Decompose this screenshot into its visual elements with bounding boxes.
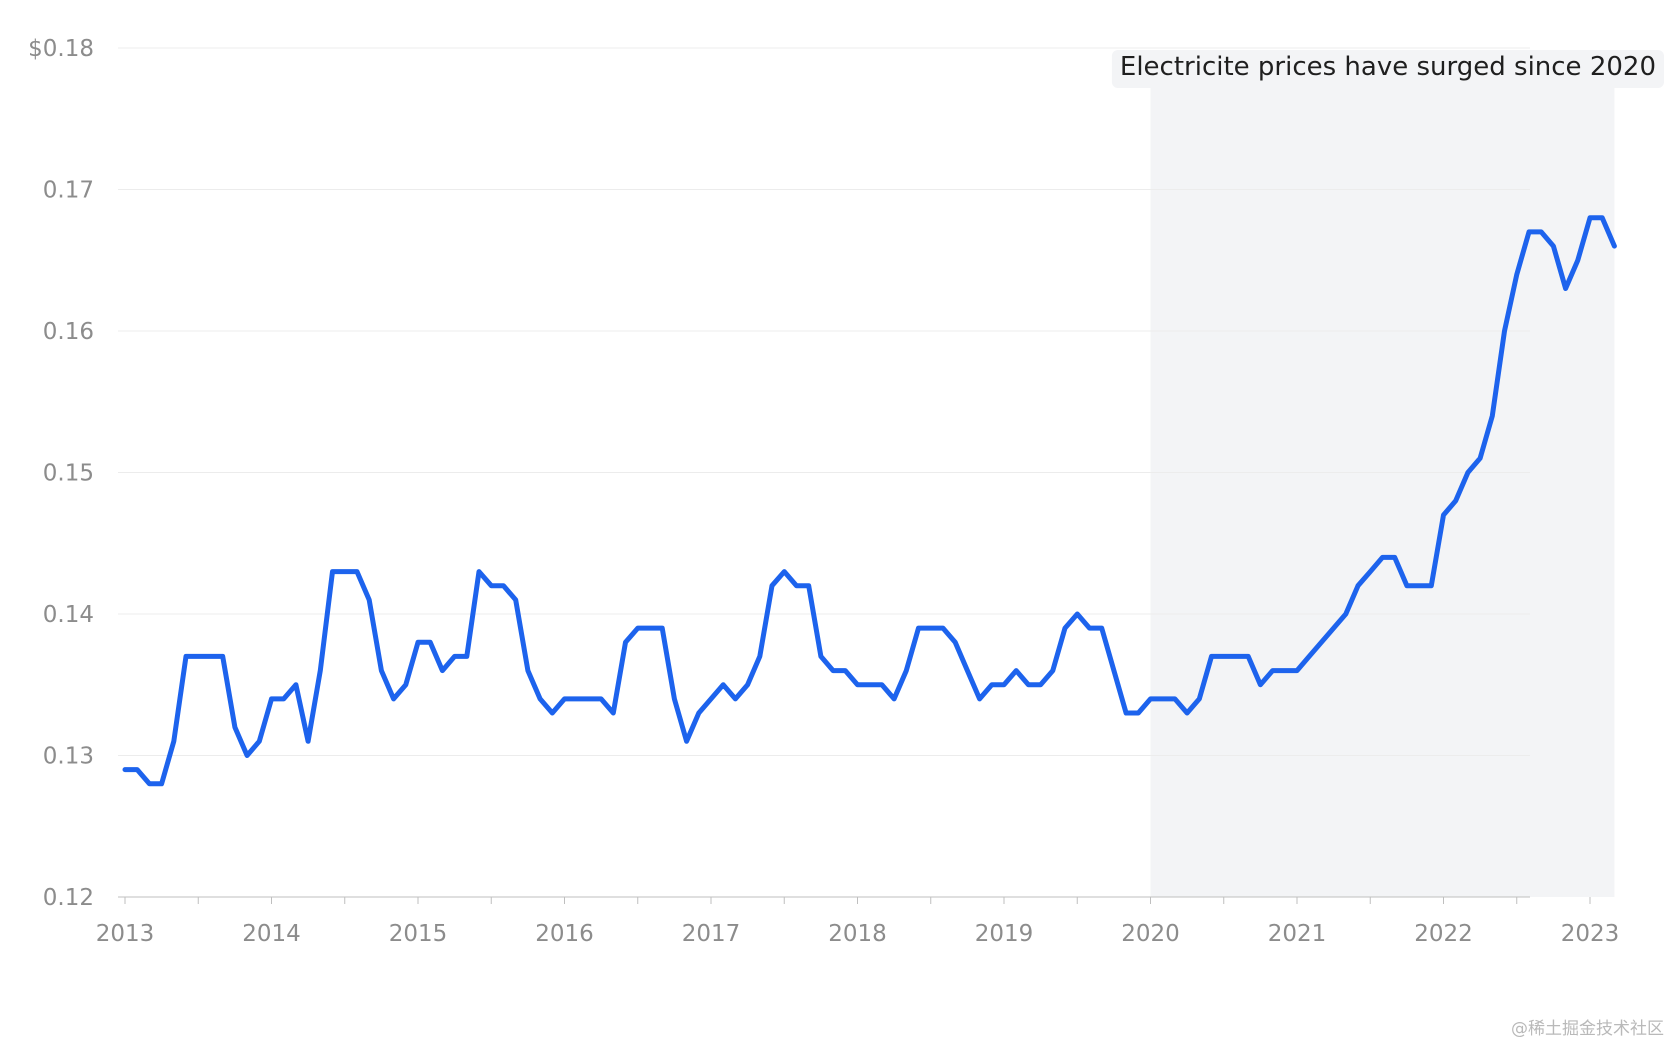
x-tick-label-2018: 2018 bbox=[828, 921, 887, 947]
y-axis: 0.12 0.13 0.14 0.15 0.16 0.17 $0.18 bbox=[28, 36, 94, 911]
y-tick-label: 0.17 bbox=[43, 178, 94, 204]
x-tick-label-2020: 2020 bbox=[1121, 921, 1180, 947]
highlight-region-2020-onward bbox=[1150, 74, 1615, 897]
x-tick-label-2019: 2019 bbox=[975, 921, 1034, 947]
x-tick-label-2023: 2023 bbox=[1561, 921, 1620, 947]
y-tick-label: $0.18 bbox=[28, 36, 94, 62]
x-tick-label-2014: 2014 bbox=[242, 921, 301, 947]
series-line-electricity-price[interactable] bbox=[122, 215, 1617, 787]
annotation-background bbox=[1111, 50, 1664, 88]
x-axis: 2013 2014 2015 2016 2017 2018 2019 2020 2021 2022… bbox=[96, 897, 1620, 947]
y-tick-label: 0.12 bbox=[43, 885, 94, 911]
y-tick-label: 0.15 bbox=[43, 461, 94, 487]
y-tick-label: 0.16 bbox=[43, 319, 94, 345]
x-tick-label-2016: 2016 bbox=[535, 921, 594, 947]
x-tick-label-2021: 2021 bbox=[1268, 921, 1327, 947]
x-tick-label-2013: 2013 bbox=[96, 921, 155, 947]
grid-lines bbox=[118, 47, 1530, 756]
y-tick-label: 0.14 bbox=[43, 602, 94, 628]
y-tick-label: 0.13 bbox=[43, 744, 94, 770]
annotation-label: Electricite prices have surged since 202… bbox=[1120, 52, 1656, 82]
x-tick-label-2022: 2022 bbox=[1414, 921, 1473, 947]
x-tick-label-2015: 2015 bbox=[389, 921, 448, 947]
x-tick-label-2017: 2017 bbox=[682, 921, 741, 947]
watermark: @稀土掘金技术社区 bbox=[1511, 1019, 1664, 1039]
